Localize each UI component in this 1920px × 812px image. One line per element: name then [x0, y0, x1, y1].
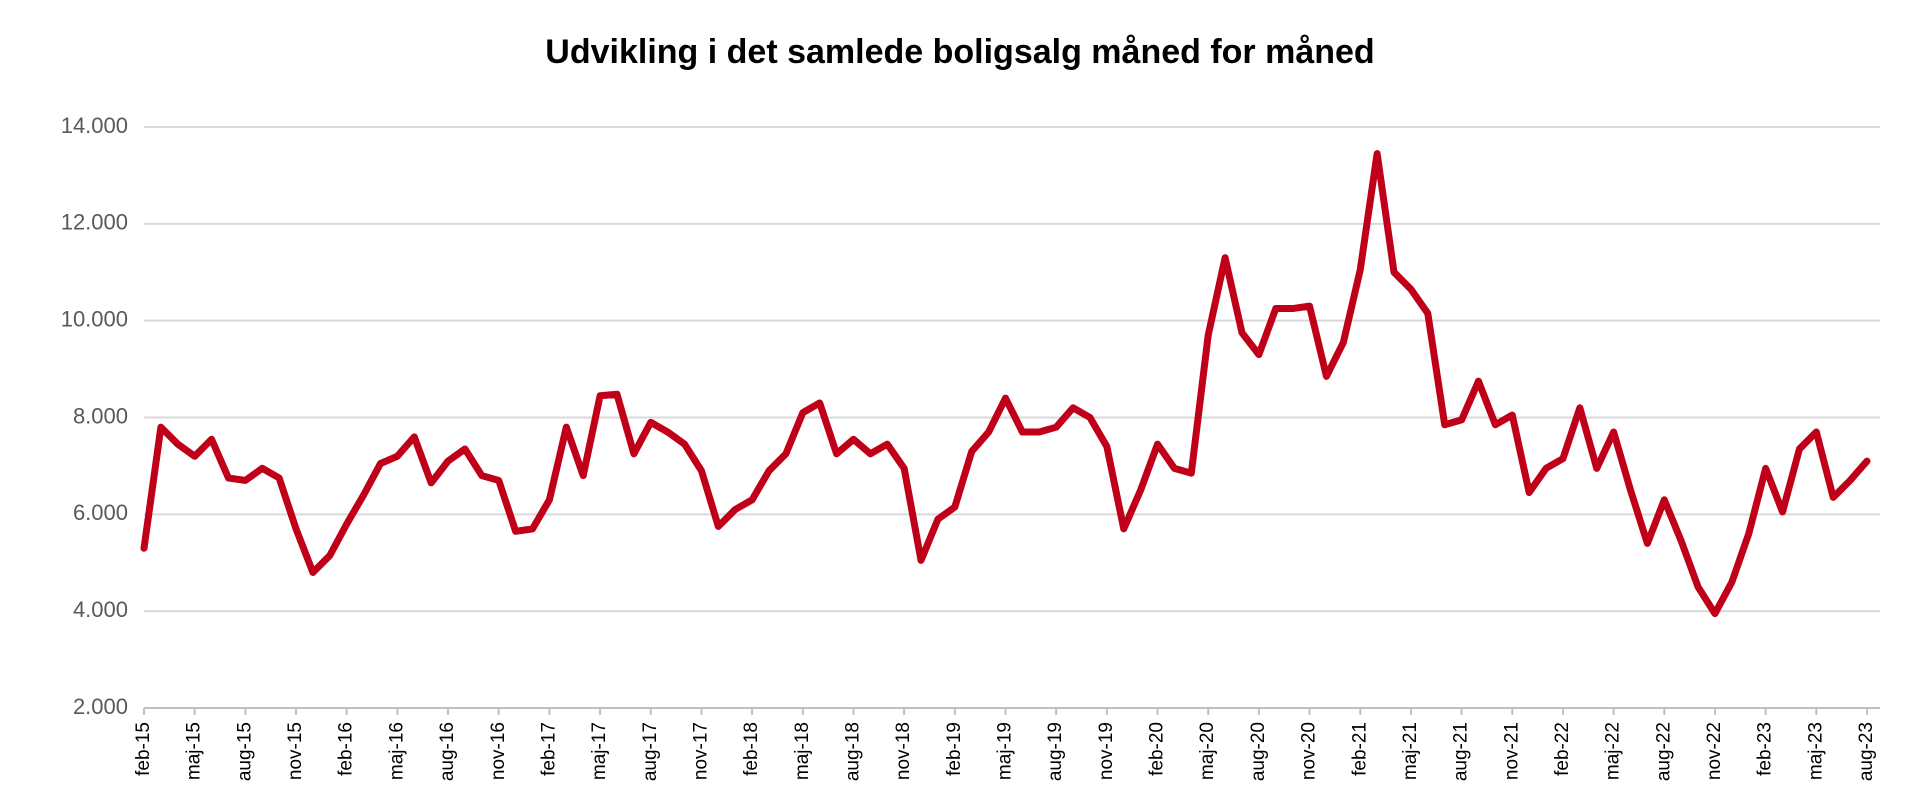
- x-tick-label: aug-20: [1248, 722, 1269, 781]
- x-tick-label: maj-18: [792, 722, 813, 780]
- x-tick-label: aug-22: [1653, 722, 1674, 781]
- x-tick-label: feb-20: [1147, 722, 1168, 776]
- x-tick-label: feb-19: [944, 722, 965, 776]
- x-tick-label: feb-18: [741, 722, 762, 776]
- x-tick-label: feb-22: [1552, 722, 1573, 776]
- x-tick-label: maj-15: [184, 722, 205, 780]
- x-tick-label: maj-23: [1805, 722, 1826, 780]
- x-tick-label: aug-17: [640, 722, 661, 781]
- x-tick-label: maj-16: [386, 722, 407, 780]
- y-tick-label: 6.000: [73, 500, 128, 525]
- x-tick-label: feb-15: [133, 722, 154, 776]
- x-tick-label: feb-21: [1349, 722, 1370, 776]
- x-tick-label: feb-16: [336, 722, 357, 776]
- x-tick-label: nov-15: [285, 722, 306, 780]
- x-tick-label: nov-17: [690, 722, 711, 780]
- data-line: [140, 150, 1871, 618]
- x-tick-label: nov-16: [488, 722, 509, 780]
- x-tick-label: nov-19: [1096, 722, 1117, 780]
- x-tick-label: aug-15: [234, 722, 255, 781]
- x-tick-label: aug-16: [437, 722, 458, 781]
- x-tick-label: nov-21: [1501, 722, 1522, 780]
- x-tick-label: maj-17: [589, 722, 610, 780]
- x-tick-label: maj-21: [1400, 722, 1421, 780]
- x-tick-label: aug-19: [1045, 722, 1066, 781]
- x-tick-label: nov-20: [1299, 722, 1320, 780]
- x-tick-label: aug-21: [1451, 722, 1472, 781]
- y-tick-label: 4.000: [73, 597, 128, 622]
- y-tick-label: 12.000: [61, 210, 128, 235]
- x-tick-label: maj-20: [1197, 722, 1218, 780]
- y-tick-label: 8.000: [73, 403, 128, 428]
- x-tick-label: feb-23: [1755, 722, 1776, 776]
- x-tick-label: feb-17: [538, 722, 559, 776]
- y-tick-label: 10.000: [61, 306, 128, 331]
- x-tick-label: aug-18: [842, 722, 863, 781]
- chart-title: Udvikling i det samlede boligsalg måned …: [545, 33, 1374, 71]
- y-tick-label: 14.000: [61, 113, 128, 138]
- y-tick-label: 2.000: [73, 694, 128, 719]
- x-tick-label: nov-18: [893, 722, 914, 780]
- x-tick-label: nov-22: [1704, 722, 1725, 780]
- x-tick-label: maj-22: [1603, 722, 1624, 780]
- x-tick-label: aug-23: [1856, 722, 1877, 781]
- x-tick-label: maj-19: [995, 722, 1016, 780]
